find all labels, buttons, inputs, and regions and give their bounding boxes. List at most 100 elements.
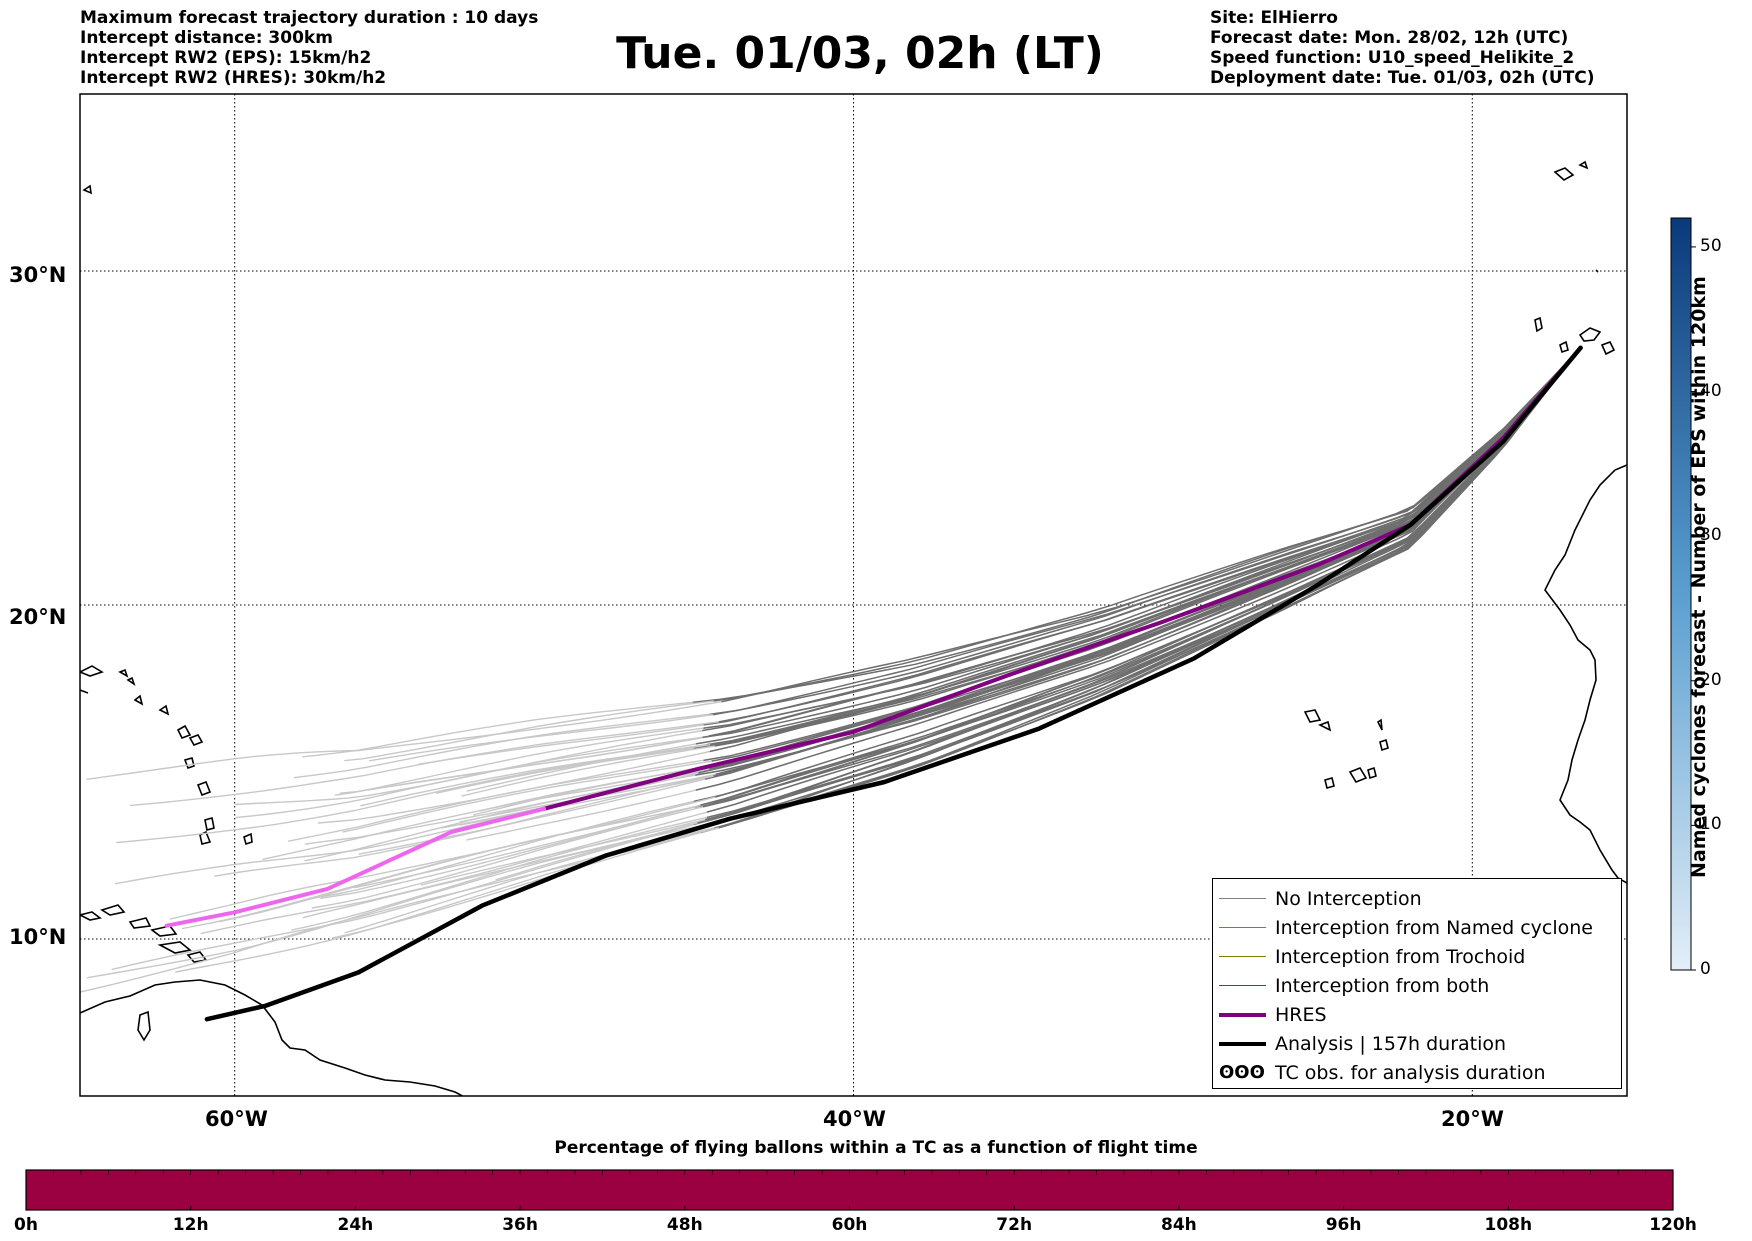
analysis-trajectory	[204, 345, 1583, 1022]
colorbar-eps-fill	[1670, 217, 1692, 971]
legend-label: Interception from Trochoid	[1275, 946, 1526, 968]
ensemble-trajectory-tail	[303, 794, 722, 901]
coastline-segment	[80, 911, 102, 921]
coastline-segment	[1367, 766, 1377, 780]
legend-label: Interception from Named cyclone	[1275, 917, 1593, 939]
coastline-segment	[1578, 327, 1602, 342]
ensemble-trajectory-tail	[344, 700, 716, 762]
colorbar-flight-tick-label: 60h	[831, 1215, 868, 1235]
ensemble-trajectory-tail	[495, 816, 722, 881]
colorbar-flight-tick-label: 120h	[1649, 1215, 1697, 1235]
coastline-segment	[1303, 709, 1322, 723]
info-site: Site: ElHierro	[1210, 8, 1338, 28]
info-intercept-distance: Intercept distance: 300km	[80, 28, 333, 48]
ensemble-trajectory-tail	[317, 750, 711, 824]
coastline-segment	[204, 816, 215, 832]
coastline-segment	[1600, 340, 1616, 356]
ensemble-trajectory-tail	[358, 778, 707, 855]
colorbar-flight-tick-label: 108h	[1484, 1215, 1533, 1235]
colorbar-eps-tick-label: 10	[1700, 814, 1722, 835]
colorbar-eps-tick-label: 40	[1700, 380, 1722, 401]
ensemble-trajectory-tail	[368, 713, 715, 762]
ensemble-trajectory-tail	[311, 799, 731, 909]
ensemble-trajectory-tail	[111, 820, 709, 971]
ensemble-trajectory	[702, 347, 1582, 739]
coastline-segment	[100, 904, 126, 916]
tc-symbol-icon: ʘʘʘ	[1219, 1062, 1265, 1083]
ensemble-trajectory-tail	[181, 800, 725, 930]
coastline-segment	[80, 979, 465, 1096]
ensemble-trajectory-tail	[293, 713, 711, 779]
coastline-segment	[176, 724, 192, 740]
lat-label-30n: 30°N	[9, 263, 67, 287]
coastline-segment	[126, 676, 136, 686]
lon-label-60w: 60°W	[205, 1107, 268, 1131]
coastline-segment	[1376, 718, 1383, 731]
ensemble-trajectory	[712, 347, 1582, 716]
colorbar-eps-tick-label: 30	[1700, 525, 1722, 546]
colorbar-eps-tick-label: 20	[1700, 669, 1722, 690]
colorbar-flight-tick-label: 36h	[502, 1215, 538, 1235]
ensemble-trajectory-tail	[129, 721, 721, 807]
coastline-segment	[158, 704, 170, 716]
analysis-line	[204, 345, 1583, 1022]
info-intercept-hres: Intercept RW2 (HRES): 30km/h2	[80, 68, 387, 88]
info-max-duration: Maximum forecast trajectory duration : 1…	[80, 8, 539, 28]
coastline-segment	[82, 184, 92, 195]
ensemble-trajectory-tail	[435, 744, 719, 794]
coastline-segment	[128, 917, 152, 929]
ensemble-trajectory-tail	[116, 743, 712, 844]
coastline-segment	[1595, 269, 1599, 273]
legend-item: No Interception	[1213, 885, 1621, 913]
coastline-segment	[118, 668, 129, 678]
legend-label: HRES	[1275, 1004, 1327, 1026]
colorbar-flight-time-fill	[26, 1170, 1673, 1210]
ensemble-trajectory-tail	[86, 700, 723, 780]
ensemble-trajectory	[718, 347, 1582, 829]
info-speed-function: Speed function: U10_speed_Helikite_2	[1210, 48, 1575, 68]
coastline-segment	[1559, 340, 1569, 354]
coastline-segment	[1324, 777, 1335, 789]
coastline-segment	[80, 689, 89, 694]
coastline-segment	[1379, 738, 1389, 752]
ensemble-trajectory-tail	[235, 736, 704, 819]
colorbar-eps	[1670, 217, 1696, 971]
coastline	[80, 160, 1627, 1096]
coastline-segment	[1544, 464, 1627, 884]
legend-label: Analysis | 157h duration	[1275, 1033, 1507, 1055]
coastline-segment	[157, 941, 192, 954]
header-info-right: Site: ElHierro Forecast date: Mon. 28/02…	[1210, 8, 1595, 88]
legend-swatch	[1219, 898, 1266, 900]
legend-label: Interception from both	[1275, 975, 1490, 997]
bottom-colorbar-title: Percentage of flying ballons within a TC…	[554, 1138, 1198, 1158]
colorbar-flight-tick-label: 24h	[337, 1215, 374, 1235]
lat-label-10n: 10°N	[9, 925, 67, 949]
legend-item: Interception from Named cyclone	[1213, 914, 1621, 942]
legend-label: No Interception	[1275, 888, 1422, 910]
colorbar-flight-tick-label: 72h	[996, 1215, 1033, 1235]
ensemble-trajectory-tail	[342, 760, 713, 833]
ensemble-trajectory	[708, 347, 1582, 737]
ensemble-trajectory-tail	[339, 735, 711, 794]
legend-swatch	[1219, 927, 1266, 929]
map-border	[79, 93, 1628, 1097]
legend-label: TC obs. for analysis duration	[1275, 1062, 1546, 1084]
info-forecast-date: Forecast date: Mon. 28/02, 12h (UTC)	[1210, 28, 1569, 48]
colorbar-flight-tick-label: 12h	[172, 1215, 209, 1235]
coastline-segment	[80, 665, 104, 677]
legend-item: Analysis | 157h duration	[1213, 1030, 1621, 1058]
legend-swatch	[1219, 1041, 1266, 1046]
ensemble-trajectory-tail	[291, 816, 709, 931]
legend-item: ʘʘʘ TC obs. for analysis duration	[1213, 1059, 1621, 1087]
lat-label-20n: 20°N	[9, 605, 67, 629]
legend-item: Interception from Trochoid	[1213, 943, 1621, 971]
ensemble-trajectory	[718, 347, 1582, 723]
colorbar-eps-tick-label: 0	[1700, 959, 1711, 979]
info-intercept-eps: Intercept RW2 (EPS): 15km/h2	[80, 48, 372, 68]
coastline-segment	[243, 832, 253, 846]
info-deployment-date: Deployment date: Tue. 01/03, 02h (UTC)	[1210, 68, 1595, 88]
page-title: Tue. 01/03, 02h (LT)	[616, 28, 1104, 79]
legend-item: Interception from both	[1213, 972, 1621, 1000]
ensemble-trajectory-tail	[200, 811, 709, 935]
colorbar-eps-title: Named cyclones forecast - Number of EPS …	[1688, 276, 1710, 878]
